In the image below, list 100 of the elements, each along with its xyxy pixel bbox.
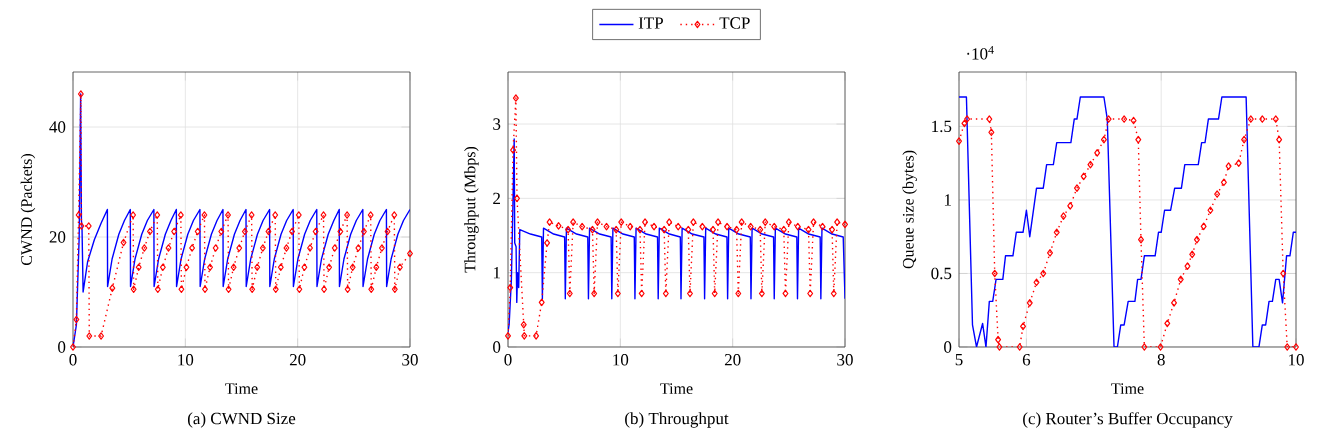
point (1241, 135, 1248, 144)
point (1220, 178, 1227, 187)
x-tick-label: 8 (1157, 354, 1165, 366)
point (594, 218, 601, 226)
point (1225, 162, 1232, 170)
point (1200, 222, 1207, 231)
point (1060, 212, 1067, 220)
point (538, 298, 545, 307)
point (686, 289, 693, 298)
point (613, 225, 620, 234)
point (690, 218, 697, 226)
point (614, 289, 621, 298)
x-tick-label: 20 (289, 354, 306, 366)
x-axis-title: Time (225, 383, 258, 395)
point (555, 222, 562, 230)
point (782, 289, 789, 298)
point (666, 218, 673, 226)
point (1040, 269, 1047, 278)
point (1094, 149, 1101, 157)
point (996, 343, 1003, 351)
y-tick-label: 1 (944, 194, 951, 206)
point (964, 115, 971, 123)
point (618, 218, 625, 226)
point (735, 289, 742, 298)
point (546, 218, 553, 226)
y-tick-label: 0 (944, 341, 952, 353)
x-tick-label: 0 (504, 354, 512, 366)
point (533, 332, 540, 340)
y-tick-label: 3 (493, 118, 501, 130)
point (565, 225, 572, 234)
x-tick-label: 5 (955, 354, 963, 366)
point (771, 222, 778, 231)
point (829, 225, 836, 234)
y-tick-label: 0.5 (931, 267, 952, 280)
point (566, 289, 573, 298)
point (638, 289, 645, 298)
point (505, 332, 512, 340)
x-tick-label: 10 (178, 354, 194, 366)
point (1100, 135, 1107, 144)
y-tick-label: 0 (58, 341, 66, 353)
point (1272, 115, 1279, 123)
x-tick-label: 30 (837, 354, 853, 366)
y-axis-title: CWND (Packets) (20, 154, 36, 266)
y-tick-label: 2 (493, 192, 500, 204)
point (513, 194, 520, 203)
point (1073, 184, 1080, 192)
y-tick-label: 0 (493, 341, 501, 353)
point (995, 335, 1002, 344)
point (733, 225, 740, 234)
point (956, 137, 963, 145)
point (1193, 235, 1200, 244)
point (1171, 299, 1178, 307)
point (510, 146, 517, 154)
y-tick-label: 1 (493, 267, 500, 279)
point (1189, 250, 1196, 259)
point (520, 320, 527, 329)
point (1047, 249, 1053, 257)
point (662, 289, 669, 298)
point (1259, 115, 1266, 123)
text: (c) Router’s Buffer Occupancy (1023, 412, 1233, 428)
point (794, 222, 801, 231)
point (1247, 115, 1254, 123)
x-axis-title: Time (1111, 383, 1144, 395)
x-tick-label: 6 (1022, 354, 1031, 366)
point (842, 220, 849, 229)
point (1157, 343, 1164, 351)
point (1141, 343, 1148, 351)
point (1214, 190, 1221, 198)
y-tick-label: 40 (49, 121, 66, 133)
y-axis-title: Throughput (Mbps) (464, 146, 479, 273)
point (1121, 115, 1128, 123)
point (1087, 160, 1094, 169)
point (1184, 262, 1191, 270)
point (627, 222, 634, 231)
point (1080, 172, 1087, 181)
point (1067, 202, 1074, 210)
point (715, 218, 722, 226)
point (807, 289, 814, 298)
text: (a) CWND Size (187, 412, 296, 428)
point (724, 222, 731, 231)
x-tick-label: 20 (724, 354, 741, 366)
point (711, 289, 718, 298)
point (738, 218, 745, 226)
point (1280, 269, 1287, 278)
point (780, 225, 787, 234)
point (810, 218, 817, 226)
point (579, 222, 586, 231)
point (544, 239, 551, 247)
point (512, 94, 519, 102)
legend-label: ITP (638, 17, 663, 29)
point (1137, 235, 1144, 244)
point (961, 119, 968, 128)
point (1130, 116, 1137, 125)
point (591, 289, 598, 298)
point (1135, 135, 1142, 144)
point (1207, 206, 1214, 215)
point (1020, 322, 1027, 331)
x-tick-label: 10 (613, 354, 629, 366)
y-axis-title: Queue size (bytes) (902, 150, 917, 269)
text: ·10$^{4}$ (967, 45, 994, 60)
